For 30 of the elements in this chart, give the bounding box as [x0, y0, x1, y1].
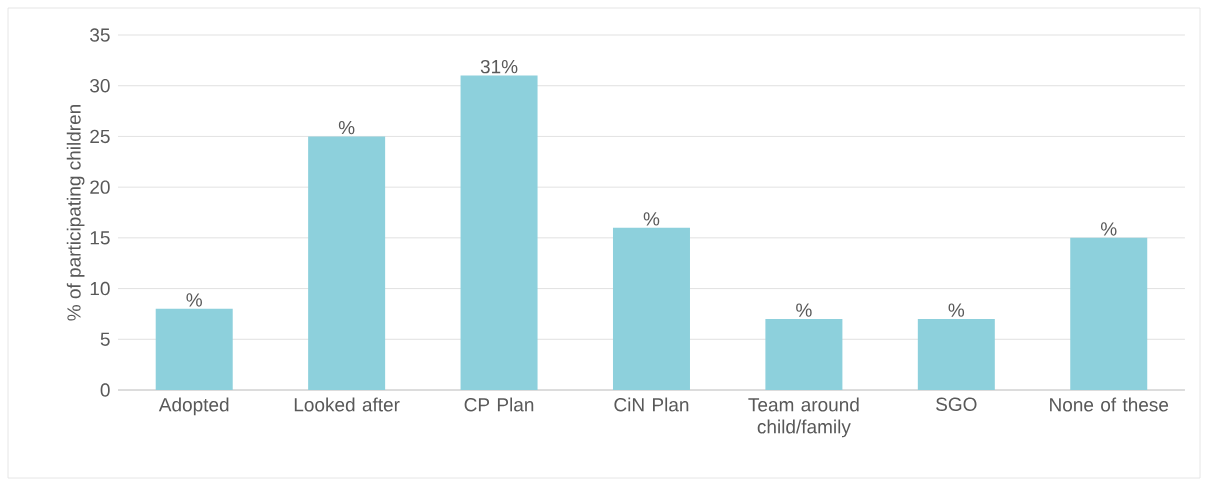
x-tick-label: CiN Plan: [614, 397, 689, 412]
bar: [1070, 237, 1148, 390]
data-label: 31%: [480, 59, 518, 74]
bar: [765, 319, 843, 390]
bar: [460, 75, 538, 390]
bar: [917, 319, 995, 390]
data-label: %: [1100, 222, 1117, 236]
y-tick-label: 35: [90, 28, 110, 42]
data-label: %: [948, 303, 965, 317]
y-axis-title: % of participating children: [66, 105, 85, 321]
y-tick-label: 0: [100, 383, 110, 397]
bar: [155, 308, 233, 390]
y-tick-label: 5: [100, 332, 110, 346]
bar: [612, 227, 690, 390]
data-label: %: [796, 303, 812, 317]
x-tick-label: Team around child/family: [748, 397, 859, 438]
data-label: %: [338, 120, 355, 135]
bar: [308, 136, 386, 390]
x-tick-label: SGO: [936, 397, 977, 411]
x-tick-label: None of these: [1050, 397, 1169, 412]
y-tick-label: 25: [90, 129, 110, 144]
data-label: %: [643, 212, 660, 226]
x-tick-label: Adopted: [158, 397, 229, 416]
y-tick-label: 10: [90, 281, 110, 296]
y-tick-label: 30: [90, 78, 110, 93]
data-label: %: [186, 293, 202, 307]
x-tick-label: CP Plan: [464, 397, 534, 412]
y-tick-label: 15: [90, 231, 110, 245]
x-tick-label: Looked after: [294, 397, 400, 412]
y-tick-label: 20: [90, 180, 110, 194]
